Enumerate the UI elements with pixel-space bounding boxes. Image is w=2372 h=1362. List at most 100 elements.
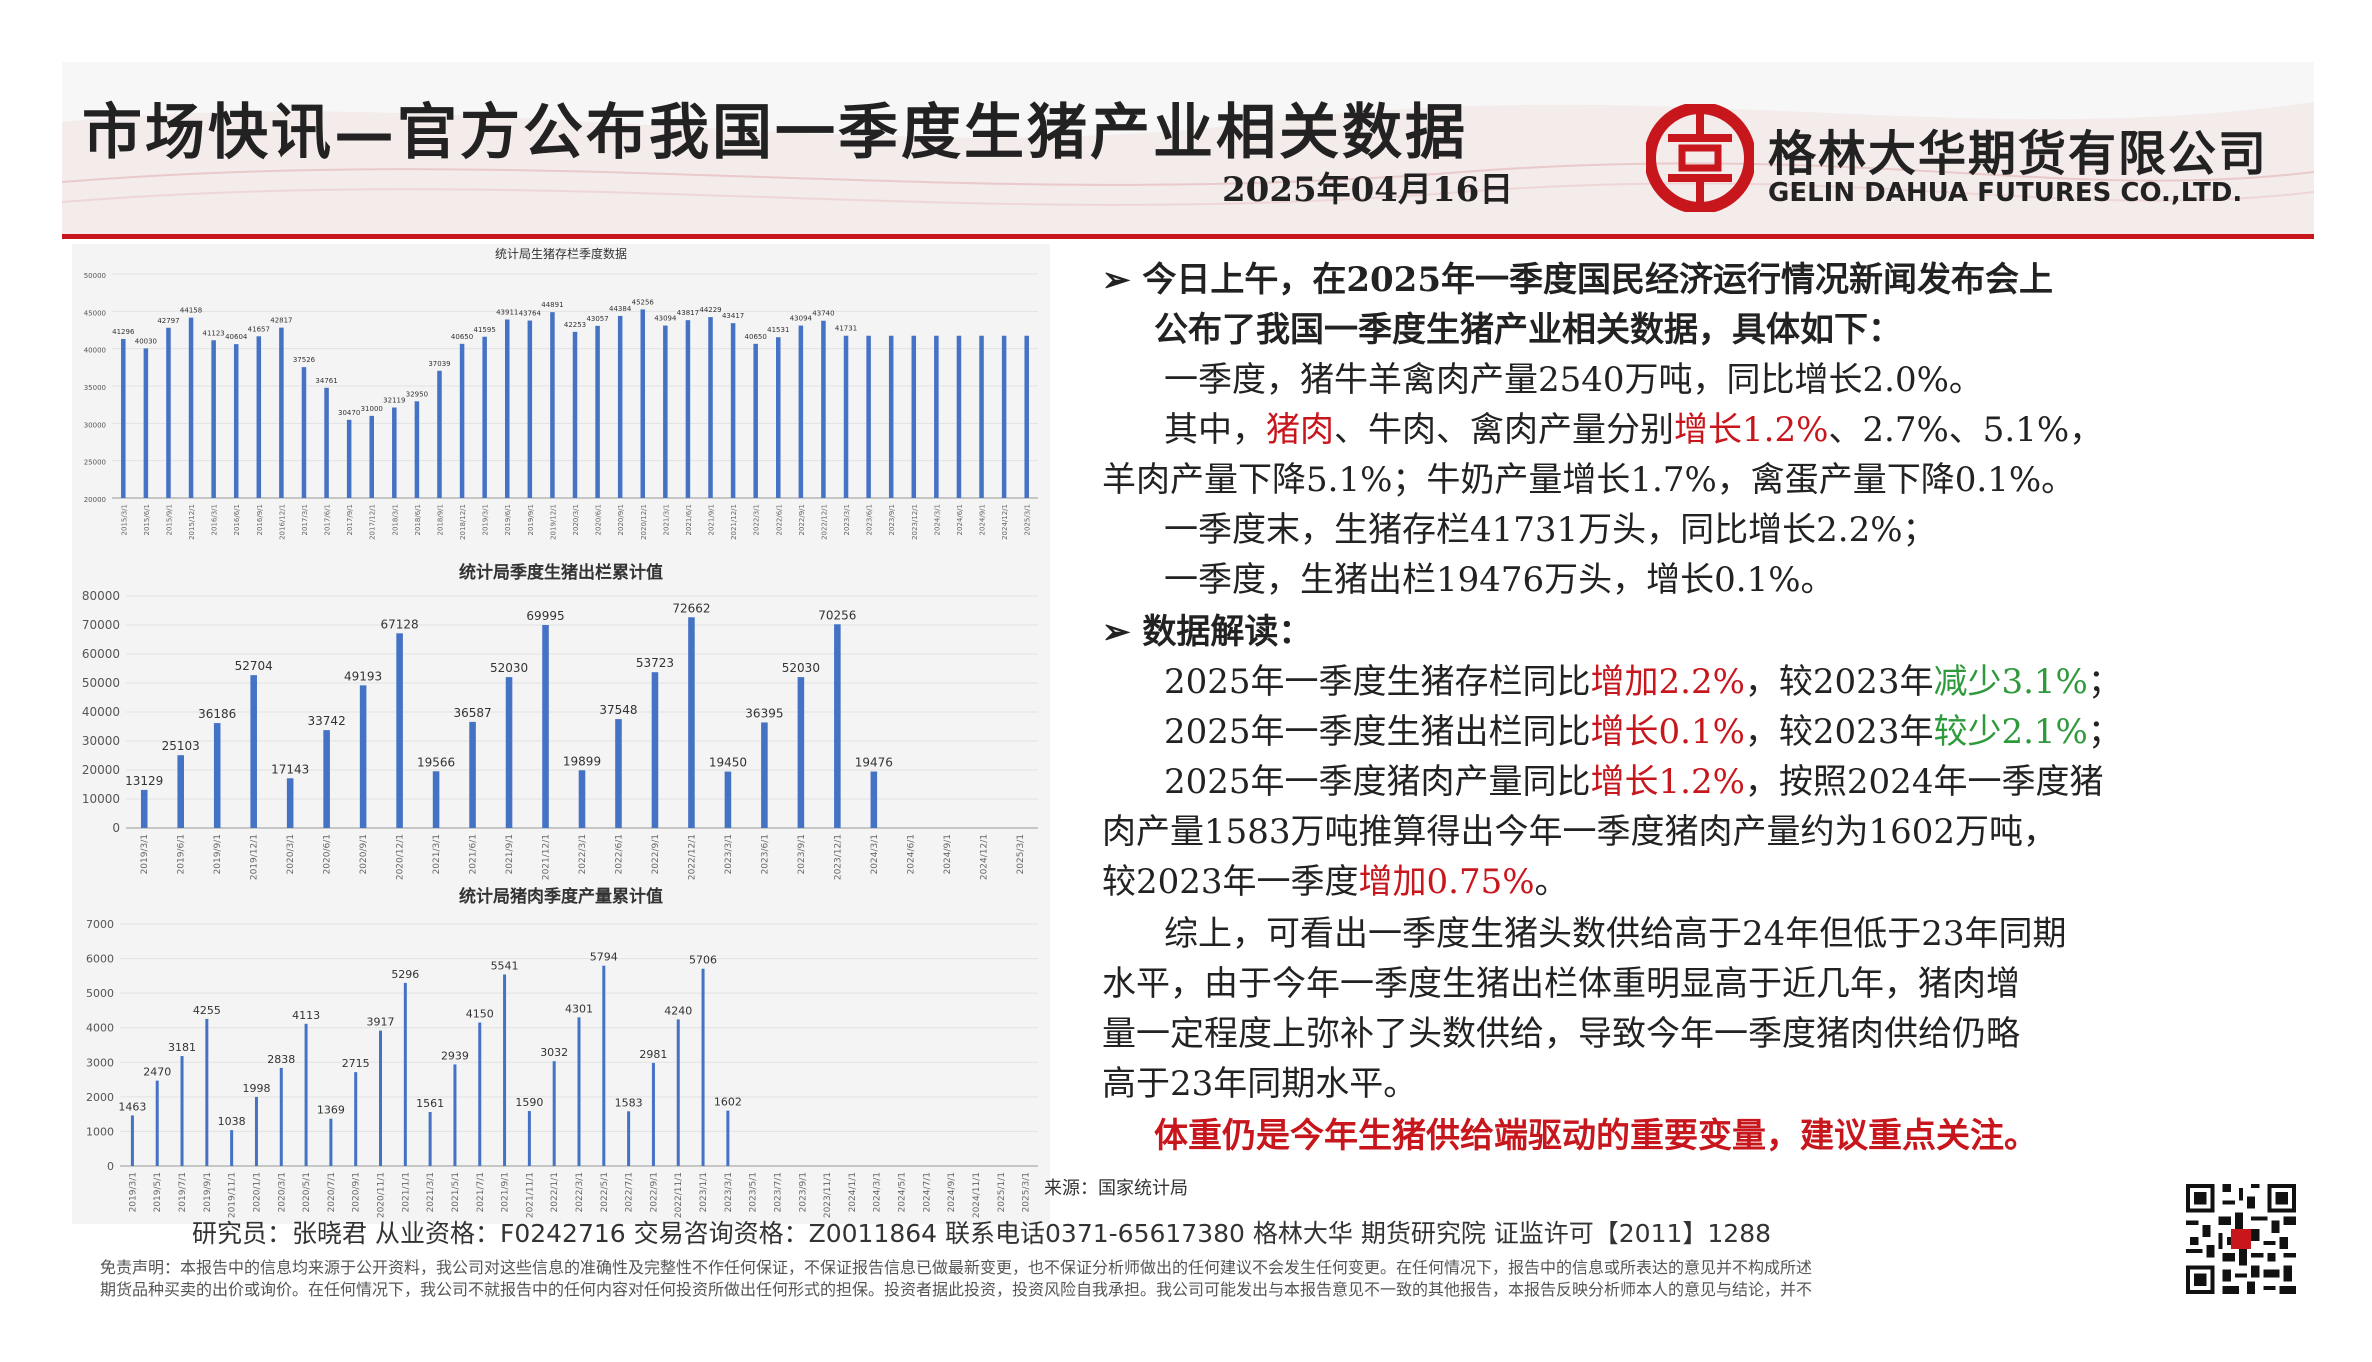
bar [323,730,330,828]
page-title: 市场快讯—官方公布我国一季度生猪产业相关数据 [82,98,1468,168]
y-tick-label: 70000 [82,618,120,632]
x-tick-label: 2022/3/1 [578,834,588,874]
x-tick-label: 2019/5/1 [153,1172,163,1212]
bar [651,672,659,828]
x-tick-label: 2022/6/1 [775,504,783,535]
bar [329,1118,333,1166]
data-label: 43094 [654,315,677,323]
chart-inventory: 统计局生猪存栏季度数据 50000 45000 40000 35000 30000 2500… [72,244,1050,564]
x-tick-label: 2021/3/1 [426,1172,436,1212]
intro-line-2: 公布了我国一季度生猪产业相关数据，具体如下： [1154,310,1902,350]
data-label: 2981 [639,1048,667,1061]
bar [870,771,878,828]
y-tick-label: 30000 [82,734,120,748]
bar [188,317,194,498]
data-label: 1590 [515,1096,543,1109]
data-label: 72662 [672,601,710,615]
chart-title: 统计局猪肉季度产量累计值 [459,886,663,907]
bar [730,323,736,498]
x-tick-label: 2021/1/1 [401,1172,411,1212]
bar [177,755,185,828]
bar [640,309,646,498]
footer-info: 研究员：张晓君 从业资格：F0242716 交易咨询资格：Z0011864 联系… [192,1219,1772,1248]
y-tick-label: 1000 [86,1125,114,1138]
highlight-increase: 增长0.1% [1590,712,1745,752]
x-tick-label: 2025/1/1 [997,1172,1007,1212]
y-tick-label: 20000 [82,763,120,777]
bar [527,320,533,498]
bar [527,1111,531,1166]
x-tick-label: 2019/3/1 [482,504,490,535]
x-tick-label: 2022/12/1 [820,504,828,540]
x-tick-label: 2024/1/1 [848,1172,858,1212]
x-tick-label: 2024/6/1 [906,834,916,874]
text-seg: 其中， [1164,410,1266,450]
data-label: 41731 [835,325,857,333]
data-label: 52704 [235,659,273,673]
x-tick-label: 2022/3/1 [575,1172,585,1212]
y-tick-label: 30000 [84,421,106,429]
x-tick-label: 2015/9/1 [165,504,173,535]
reading-line-5: 较2023年一季度增加0.75%。 [1102,854,1569,903]
data-label: 19450 [709,756,747,770]
chart-pork-output: 统计局猪肉季度产量累计值 7000 6000 5000 4000 3000 2000 1000… [72,882,1050,1224]
data-label: 4255 [193,1004,221,1017]
x-tick-label: 2020/3/1 [572,504,580,535]
bar [798,325,804,498]
bar [180,1056,184,1166]
stat-line-mutton: 羊肉产量下降5.1%；牛奶产量增长1.7%，禽蛋产量下降0.1%。 [1102,460,2076,500]
highlight-decrease: 减少3.1% [1933,662,2088,702]
bar [469,721,476,828]
bar [256,336,262,498]
stat-line-meat: 一季度，猪牛羊禽肉产量2540万吨，同比增长2.0%。 [1164,360,1983,400]
bar [663,325,668,498]
y-tick-label: 40000 [84,347,106,355]
x-tick-label: 2020/9/1 [352,1172,362,1212]
x-tick-label: 2021/12/1 [542,834,552,880]
bar [453,1064,457,1166]
bar [708,317,713,498]
data-label: 2470 [143,1066,171,1079]
header: 市场快讯—官方公布我国一季度生猪产业相关数据 2025年04月16日 格林大华期… [62,62,2314,239]
summary-line-1: 综上，可看出一季度生猪头数供给高于24年但低于23年同期 [1164,914,2067,954]
bar [776,337,781,498]
x-tick-label: 2022/1/1 [550,1172,560,1212]
data-label: 1998 [242,1082,270,1095]
bar [615,719,622,828]
x-tick-label: 2024/6/1 [956,504,964,535]
bar [403,982,407,1166]
x-tick-label: 2023/6/1 [760,834,770,874]
x-tick-label: 2023/6/1 [866,504,874,535]
x-tick-label: 2019/9/1 [527,504,535,535]
section-heading: ➢ 数据解读： [1102,604,1312,653]
bar [396,633,403,828]
chart-pork-output-svg: 统计局猪肉季度产量累计值 7000 6000 5000 4000 3000 2000 1000… [86,886,1038,1218]
data-label: 37039 [428,360,450,368]
x-tick-label: 2015/6/1 [143,504,151,535]
x-tick-label: 2019/6/1 [504,504,512,535]
data-label: 37526 [293,356,316,364]
data-label: 40650 [745,333,767,341]
data-label: 67128 [381,617,419,631]
slide: 市场快讯—官方公布我国一季度生猪产业相关数据 2025年04月16日 格林大华期… [62,62,2314,1302]
data-label: 44891 [541,301,563,309]
x-tick-label: 2020/11/1 [377,1172,387,1218]
data-label: 5794 [590,951,618,964]
bar [1024,335,1029,498]
highlight-growth: 增长1.2% [1674,410,1829,450]
data-label: 44158 [180,307,202,315]
bar [821,320,826,498]
x-tick-label: 2019/11/1 [228,1172,238,1218]
x-tick-label: 2023/9/1 [888,504,896,535]
qr-code-icon[interactable] [2180,1180,2302,1298]
y-tick-label: 4000 [86,1022,114,1035]
x-tick-label: 2021/11/1 [525,1172,535,1218]
x-tick-label: 2023/5/1 [749,1172,759,1212]
x-tick-label: 2021/5/1 [451,1172,461,1212]
bar [432,771,440,828]
data-label: 3032 [540,1046,568,1059]
y-tick-label: 80000 [82,589,120,603]
chart-inventory-svg: 统计局生猪存栏季度数据 50000 45000 40000 35000 30000 2500… [84,246,1038,540]
text-seg: ； [2087,712,2122,752]
x-tick-label: 2018/6/1 [414,504,422,535]
